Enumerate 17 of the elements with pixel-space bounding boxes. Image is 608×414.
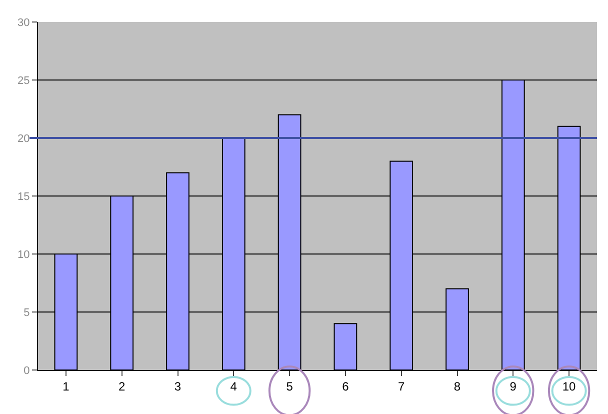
x-tick-label: 7	[398, 379, 406, 394]
x-tick-label: 6	[342, 379, 350, 394]
y-tick-label: 20	[18, 132, 30, 145]
x-tick-label: 8	[454, 379, 461, 394]
y-tick-label: 0	[24, 364, 30, 377]
x-tick-label: 5	[286, 379, 294, 394]
y-tick-label: 30	[18, 16, 30, 29]
y-tick-label: 5	[24, 306, 30, 319]
x-tick-label: 3	[174, 379, 182, 394]
x-tick-label: 2	[118, 379, 126, 394]
y-tick-label: 10	[18, 248, 30, 261]
x-tick-label: 1	[62, 379, 70, 394]
x-tick-label: 4	[230, 379, 238, 394]
x-tick-label: 9	[510, 379, 517, 394]
y-tick-label: 15	[18, 190, 30, 203]
y-tick-label: 25	[18, 74, 30, 87]
x-tick-label: 10	[562, 379, 576, 394]
